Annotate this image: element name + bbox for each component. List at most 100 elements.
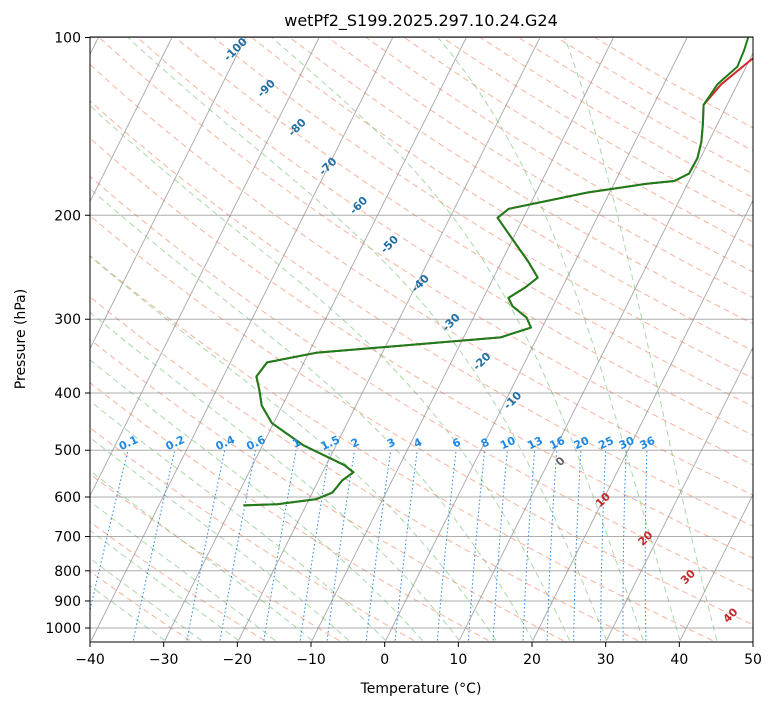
dry-adiabat-line [98,37,753,466]
isotherm-line [90,37,173,203]
y-tick-label: 700 [54,530,81,546]
mixing-ratio-label: 6 [450,435,463,450]
isotherm-line [458,51,753,641]
mixing-ratio-label: 16 [548,434,568,452]
plot-frame [89,36,754,643]
isotherm-line [679,493,753,641]
dry-adiabat-line [90,63,753,496]
dry-adiabat-line [90,255,713,641]
moist-adiabat-line [90,400,386,641]
isotherm-line [164,37,467,641]
dry-adiabat-line [251,37,753,352]
isotherm-line [532,199,753,641]
background-lines [90,37,753,641]
moist-adiabat-line [90,470,313,641]
x-tick-label: 0 [380,652,389,668]
dry-adiabat-line [213,37,753,379]
moist-adiabat-line [90,311,460,641]
y-axis: 100 200 300 400 500 600 700 800 900 1000 [45,31,90,637]
isotherm-line [311,37,614,641]
dry-adiabat-line [404,37,753,248]
dry-adiabat-line [518,37,753,175]
moist-adiabat-line [127,37,607,641]
moist-adiabat-line [90,529,239,641]
dry-adiabat-label: -80 [286,116,309,139]
isotherm-line [90,37,394,641]
dry-adiabat-line [480,37,753,199]
mixing-ratio-label: 13 [525,434,544,452]
mixing-ratio-label: 20 [572,434,592,452]
gridlines [90,37,775,641]
dry-adiabat-label: -20 [470,350,493,373]
mixing-ratio-label: 25 [596,434,615,452]
x-tick-label: −10 [296,652,326,668]
x-axis-label: Temperature (°C) [360,681,482,697]
y-tick-label: 500 [54,443,81,459]
mixing-ratio-line [219,450,256,641]
dry-adiabat-label: -70 [316,155,339,178]
mixing-ratio-line [492,450,508,641]
y-tick-label: 100 [54,31,81,47]
y-tick-label: 1000 [45,621,81,637]
mixing-ratio-label: 10 [498,434,518,452]
dry-adiabat-line [90,570,191,641]
isotherm-line [385,37,688,641]
mixing-ratio-line [600,450,607,641]
mixing-ratio-label: 30 [617,434,637,452]
dry-adiabat-label: -30 [440,311,463,334]
dry-adiabat-line [90,100,753,527]
dry-adiabat-line [90,473,340,641]
y-tick-label: 600 [54,490,81,506]
moist-adiabat-line [90,359,423,641]
isotherm-line [754,38,775,641]
mixing-ratio-label: 3 [385,436,397,451]
dry-adiabat-line [137,37,753,436]
x-axis: −40 −30 −20 −10 0 10 20 30 40 50 [75,642,762,668]
y-tick-label: 300 [54,312,81,328]
moist-adiabat-label: 40 [721,605,741,625]
moist-adiabat-label: 0 [553,454,568,469]
y-tick-label: 800 [54,564,81,580]
dry-adiabat-label: -10 [501,389,524,412]
x-tick-label: −40 [75,652,105,668]
x-tick-label: 20 [523,652,541,668]
mixing-ratio-line [546,450,558,641]
dry-adiabat-line [90,175,753,592]
moist-adiabat-line [90,500,276,641]
dry-adiabat-label: -60 [347,194,370,217]
dry-adiabat-line [594,37,753,129]
moist-adiabat-line [90,436,350,641]
dry-adiabat-line [327,37,753,299]
y-tick-label: 400 [54,386,81,402]
x-tick-label: 50 [744,652,762,668]
dry-adiabat-line [90,296,639,641]
dry-adiabat-line [90,427,415,641]
x-tick-label: −20 [223,652,253,668]
dry-adiabat-line [289,37,753,325]
mixing-ratio-label: 8 [479,436,491,451]
moist-adiabat-label: 10 [593,490,613,510]
x-tick-label: −30 [149,652,179,668]
isotherm-line [605,346,753,641]
dry-adiabat-label: -100 [221,35,250,64]
dry-adiabat-line [556,37,753,152]
isotherm-line [90,37,320,497]
moist-adiabat-line [90,255,497,641]
mixing-ratio-line [263,450,297,641]
mixing-ratio-label: 36 [638,434,658,452]
moist-adiabat-line [90,585,166,641]
mixing-ratio-line [394,450,418,641]
profile-line-2 [243,37,750,507]
isotherm-line [237,37,541,641]
moist-adiabat-line [90,187,534,641]
moist-adiabat-line [90,557,202,641]
dry-adiabat-label: -90 [255,77,278,100]
dry-adiabat-line [90,214,753,626]
dry-adiabat-line [90,521,265,641]
dry-adiabat-label: -50 [378,233,401,256]
mixing-ratio-line [326,450,356,641]
moist-adiabat-label: 30 [678,567,698,587]
y-axis-label: Pressure (hPa) [13,289,29,389]
y-tick-label: 200 [54,208,81,224]
